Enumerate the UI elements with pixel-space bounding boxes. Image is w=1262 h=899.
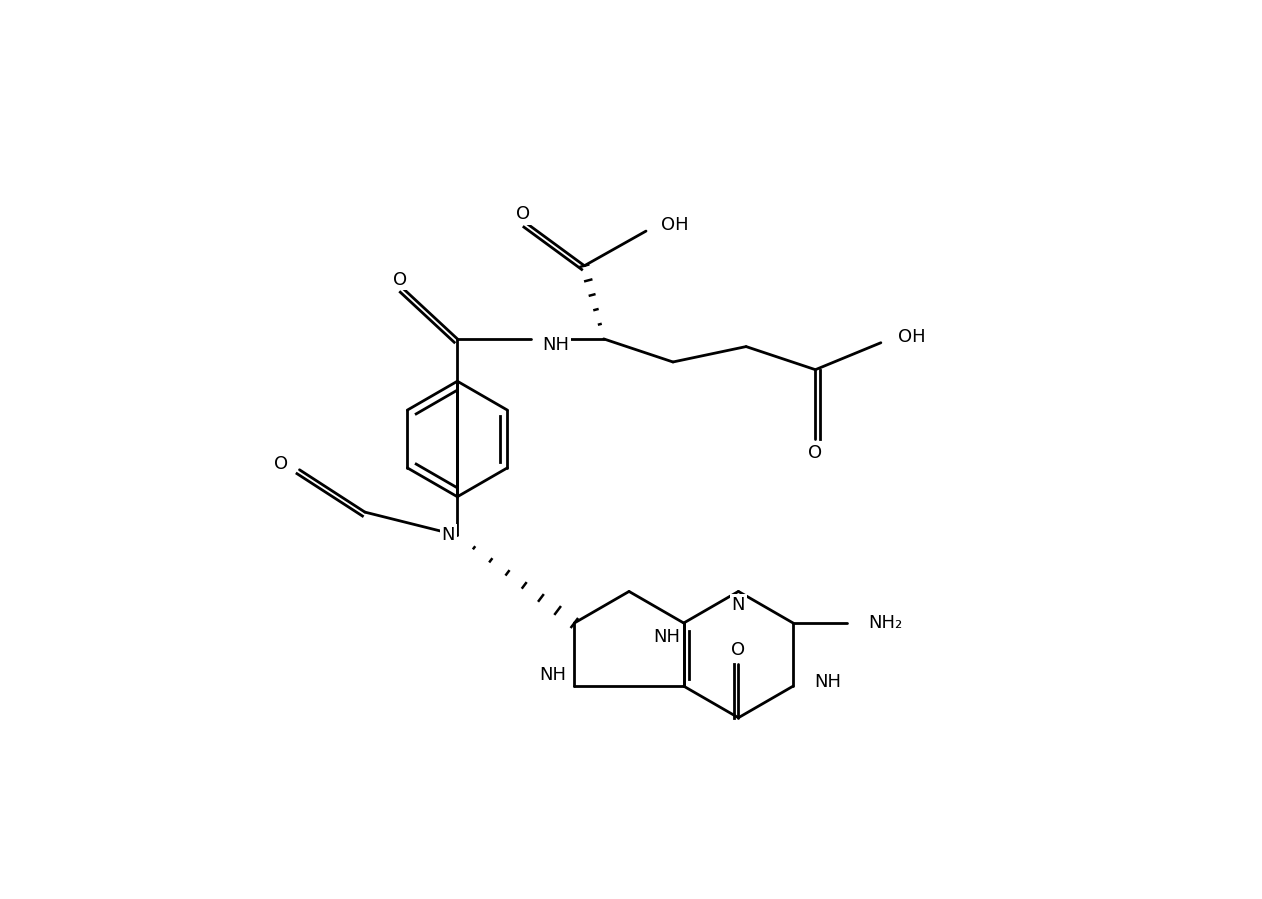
Text: OH: OH [897,327,925,345]
Text: NH: NH [540,665,567,683]
Text: O: O [732,641,746,659]
Text: OH: OH [661,216,689,234]
Text: O: O [392,271,406,289]
Text: NH: NH [652,628,680,645]
Text: O: O [809,444,823,462]
Text: O: O [274,455,288,473]
Text: NH: NH [815,673,842,691]
Text: N: N [442,526,454,544]
Text: N: N [732,596,745,614]
Text: O: O [516,205,530,223]
Text: NH₂: NH₂ [868,614,902,632]
Text: NH: NH [543,336,569,354]
